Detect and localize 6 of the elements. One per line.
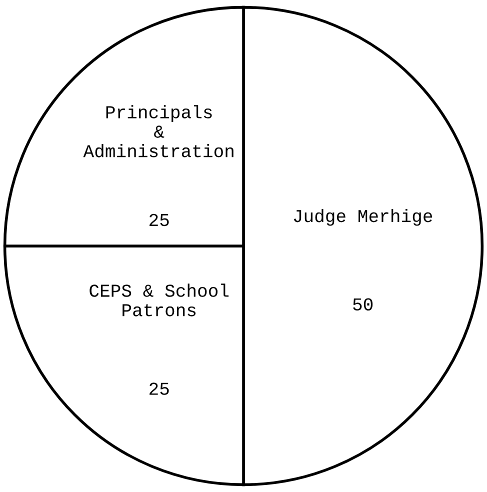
slice-label: Principals & Administration [83, 105, 234, 158]
slice-label: CEPS & School Patrons [90, 284, 229, 316]
data-label: 25 [150, 382, 169, 395]
slice-label: Judge Merhige [294, 208, 432, 226]
data-label: 25 [150, 214, 169, 226]
data-label: 50 [353, 298, 373, 311]
